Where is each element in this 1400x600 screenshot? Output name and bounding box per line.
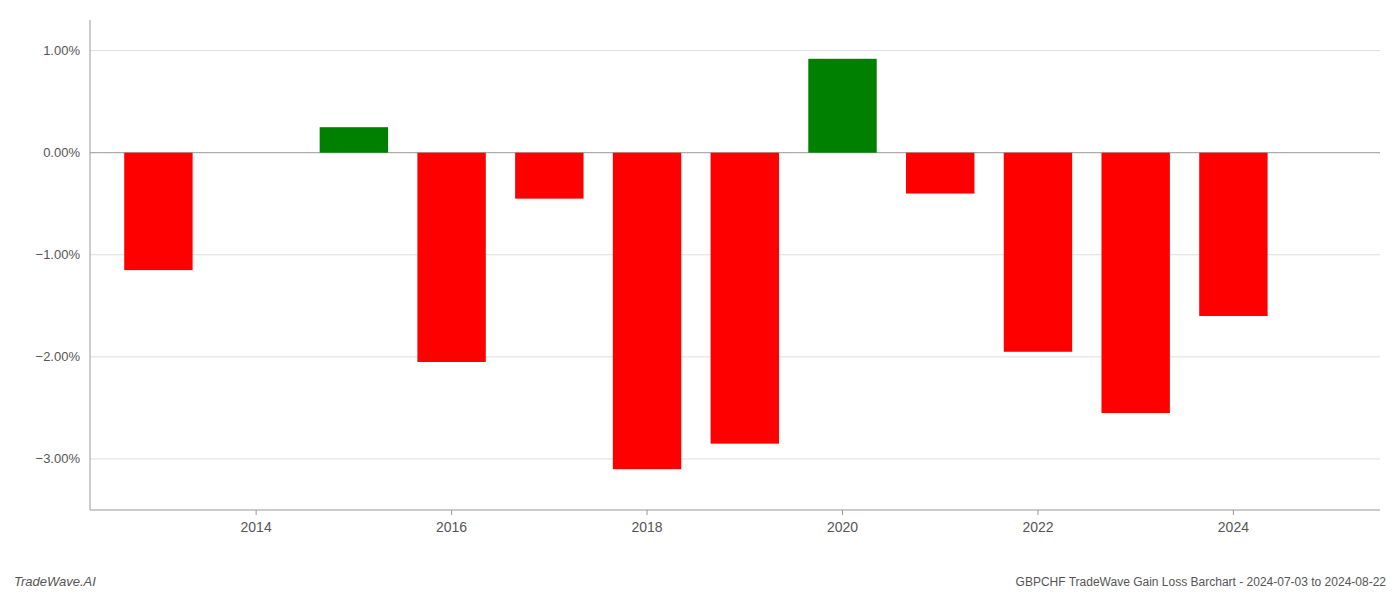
x-tick-label: 2018	[631, 519, 662, 535]
x-tick-label: 2016	[436, 519, 467, 535]
bar	[1101, 153, 1169, 413]
footer-left: TradeWave.AI	[14, 574, 96, 589]
bar	[711, 153, 779, 444]
y-tick-label: 0.00%	[43, 145, 80, 160]
y-tick-label: 1.00%	[43, 43, 80, 58]
bar	[1199, 153, 1267, 316]
x-tick-label: 2014	[241, 519, 272, 535]
x-tick	[256, 510, 257, 515]
bar	[417, 153, 485, 362]
y-tick-label: −3.00%	[36, 451, 81, 466]
bar	[124, 153, 192, 270]
x-tick-label: 2022	[1022, 519, 1053, 535]
x-tick	[1037, 510, 1038, 515]
grid-line	[90, 458, 1380, 459]
y-tick-label: −1.00%	[36, 247, 81, 262]
grid-line	[90, 50, 1380, 51]
bar	[515, 153, 583, 199]
bar	[1004, 153, 1072, 352]
bar	[808, 59, 876, 153]
chart-svg: 1.00% 0.00% −1.00% −2.00% −3.00% 2014 2016 2018…	[0, 0, 1400, 600]
bar	[906, 153, 974, 194]
x-tick-label: 2020	[827, 519, 858, 535]
y-axis-line	[90, 20, 91, 510]
chart-container: 1.00% 0.00% −1.00% −2.00% −3.00% 2014 2016 2018…	[0, 0, 1400, 600]
bars	[124, 59, 1267, 469]
y-grid	[90, 51, 1380, 459]
x-axis-line	[90, 510, 1380, 511]
bar	[613, 153, 681, 469]
x-tick	[842, 510, 843, 515]
x-tick	[1233, 510, 1234, 515]
footer-right: GBPCHF TradeWave Gain Loss Barchart - 20…	[1016, 575, 1387, 589]
x-tick	[451, 510, 452, 515]
bar	[320, 127, 388, 153]
y-tick-label: −2.00%	[36, 349, 81, 364]
x-tick	[647, 510, 648, 515]
x-tick-label: 2024	[1218, 519, 1249, 535]
